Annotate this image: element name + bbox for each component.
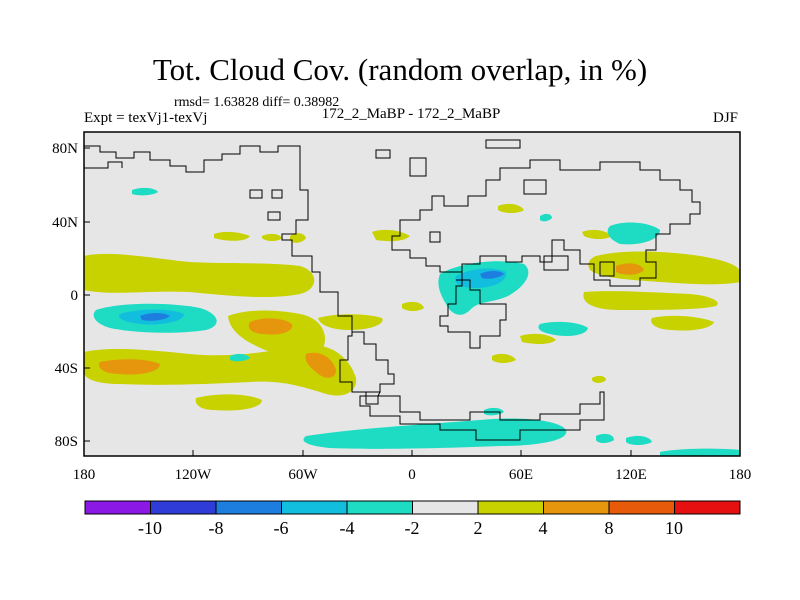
colorbar-label: 8 bbox=[604, 518, 614, 538]
colorbar-label: 2 bbox=[473, 518, 483, 538]
colorbar-label: -2 bbox=[404, 518, 420, 538]
y-tick-label: 0 bbox=[71, 288, 79, 304]
x-tick-label: 0 bbox=[408, 467, 416, 483]
positive-anomaly-4to8 bbox=[98, 263, 644, 378]
colorbar-label: -8 bbox=[208, 518, 224, 538]
colorbar-box bbox=[281, 500, 348, 515]
colorbar-box bbox=[543, 500, 610, 515]
colorbar-box bbox=[477, 500, 544, 515]
experiment-label: Expt = texVj1-texVj bbox=[84, 110, 208, 126]
y-tick-label: 40N bbox=[52, 215, 78, 231]
colorbar-label: 10 bbox=[665, 518, 683, 538]
x-tick-label: 180 bbox=[729, 467, 752, 483]
colorbar-box bbox=[608, 500, 675, 515]
colorbar-box bbox=[215, 500, 282, 515]
colorbar-box bbox=[150, 500, 217, 515]
x-tick-label: 180 bbox=[73, 467, 96, 483]
coastlines bbox=[84, 139, 701, 441]
runs-label: 172_2_MaBP - 172_2_MaBP bbox=[321, 106, 501, 122]
colorbar bbox=[84, 500, 741, 515]
figure-title: Tot. Cloud Cov. (random overlap, in %) bbox=[152, 52, 648, 87]
anomaly-fields bbox=[84, 187, 740, 456]
colorbar-box bbox=[412, 500, 479, 515]
x-tick-label: 120W bbox=[175, 467, 213, 483]
y-tick-label: 80S bbox=[55, 434, 78, 450]
colorbar-box bbox=[84, 500, 151, 515]
colorbar-box bbox=[674, 500, 741, 515]
colorbar-box bbox=[346, 500, 413, 515]
colorbar-label: 4 bbox=[538, 518, 548, 538]
colorbar-label: -4 bbox=[339, 518, 355, 538]
tick-marks bbox=[83, 147, 741, 456]
colorbar-label: -10 bbox=[138, 518, 162, 538]
stats-text: rmsd= 1.63828 diff= 0.38982 bbox=[174, 95, 340, 110]
y-tick-label: 40S bbox=[55, 361, 78, 377]
x-tick-label: 120E bbox=[615, 467, 647, 483]
x-tick-label: 60E bbox=[509, 467, 533, 483]
colorbar-label: -6 bbox=[273, 518, 289, 538]
x-tick-label: 60W bbox=[288, 467, 318, 483]
negative-anomaly-6to8 bbox=[140, 271, 504, 321]
season-label: DJF bbox=[712, 110, 738, 126]
positive-anomaly-2to4 bbox=[84, 203, 740, 411]
y-tick-label: 80N bbox=[52, 141, 78, 157]
